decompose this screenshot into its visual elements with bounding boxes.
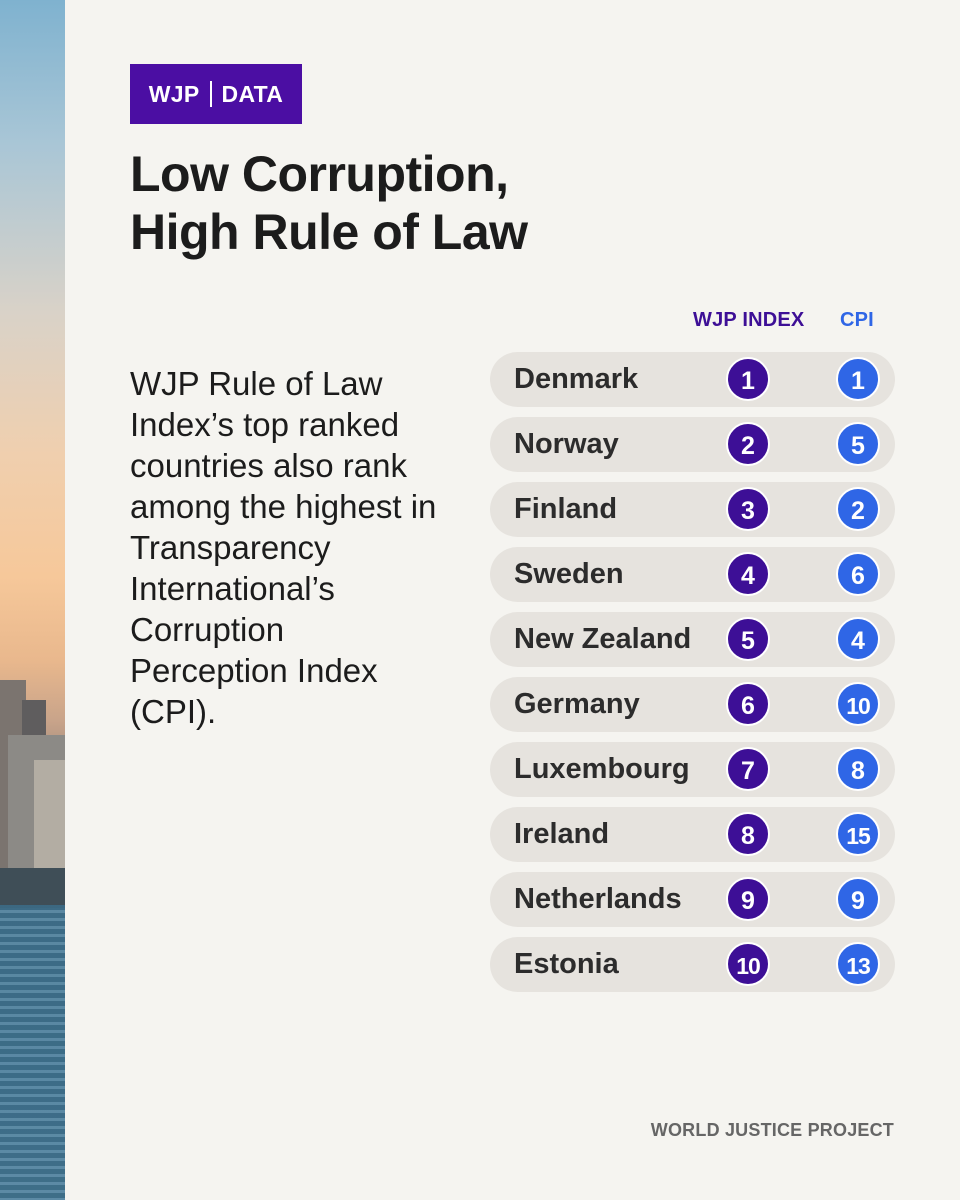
country-name: Denmark (514, 363, 639, 395)
table-row: Sweden 4 6 (490, 547, 895, 602)
cpi-column-header: CPI (840, 309, 874, 331)
wjp-rank-badge: 4 (726, 552, 770, 596)
country-name: Estonia (514, 948, 619, 980)
cpi-rank-badge: 8 (836, 747, 880, 791)
wjp-rank-badge: 10 (726, 942, 770, 986)
cpi-rank-badge: 13 (836, 942, 880, 986)
table-row: Ireland 8 15 (490, 807, 895, 862)
intro-text: WJP Rule of Law Index’s top ranked count… (130, 365, 437, 730)
cpi-rank-badge: 4 (836, 617, 880, 661)
cpi-rank-badge: 15 (836, 812, 880, 856)
country-name: Luxembourg (514, 753, 690, 785)
wjp-rank-badge: 3 (726, 487, 770, 531)
city-skyline-photo (0, 0, 65, 1200)
cpi-rank-badge: 2 (836, 487, 880, 531)
table-row: Norway 2 5 (490, 417, 895, 472)
wjp-data-tag: WJP DATA (130, 64, 302, 124)
table-row: Germany 6 10 (490, 677, 895, 732)
tag-right-label: DATA (221, 80, 284, 107)
wjp-index-column-header: WJP INDEX (693, 309, 805, 331)
country-name: Finland (514, 493, 618, 525)
table-row: Estonia 10 13 (490, 937, 895, 992)
table-row: Luxembourg 7 8 (490, 742, 895, 797)
tag-divider (209, 81, 212, 107)
table-row: Netherlands 9 9 (490, 872, 895, 927)
table-row: New Zealand 5 4 (490, 612, 895, 667)
wjp-rank-badge: 8 (726, 812, 770, 856)
wjp-rank-badge: 1 (726, 357, 770, 401)
table-row: Finland 3 2 (490, 482, 895, 537)
page-title: Low Corruption, High Rule of Law (130, 145, 528, 261)
title-line-2: High Rule of Law (130, 204, 528, 260)
country-name: Germany (514, 688, 640, 720)
wjp-rank-badge: 7 (726, 747, 770, 791)
cpi-rank-badge: 10 (836, 682, 880, 726)
footer-brand: WORLD JUSTICE PROJECT (650, 1120, 894, 1140)
title-line-1: Low Corruption, (130, 146, 509, 202)
country-name: Sweden (514, 558, 624, 590)
cpi-rank-badge: 6 (836, 552, 880, 596)
cpi-rank-badge: 1 (836, 357, 880, 401)
table-row: Denmark 1 1 (490, 352, 895, 407)
ranking-table: Denmark 1 1 Norway 2 5 Finland 3 2 Sweden 4 6 New Ze… (490, 352, 895, 1002)
wjp-rank-badge: 9 (726, 877, 770, 921)
tag-left-label: WJP (148, 80, 200, 107)
cpi-rank-badge: 9 (836, 877, 880, 921)
country-name: Netherlands (514, 883, 682, 915)
wjp-rank-badge: 5 (726, 617, 770, 661)
cpi-rank-badge: 5 (836, 422, 880, 466)
wjp-rank-badge: 2 (726, 422, 770, 466)
country-name: Norway (514, 428, 619, 460)
country-name: Ireland (514, 818, 610, 850)
country-name: New Zealand (514, 623, 692, 655)
wjp-rank-badge: 6 (726, 682, 770, 726)
